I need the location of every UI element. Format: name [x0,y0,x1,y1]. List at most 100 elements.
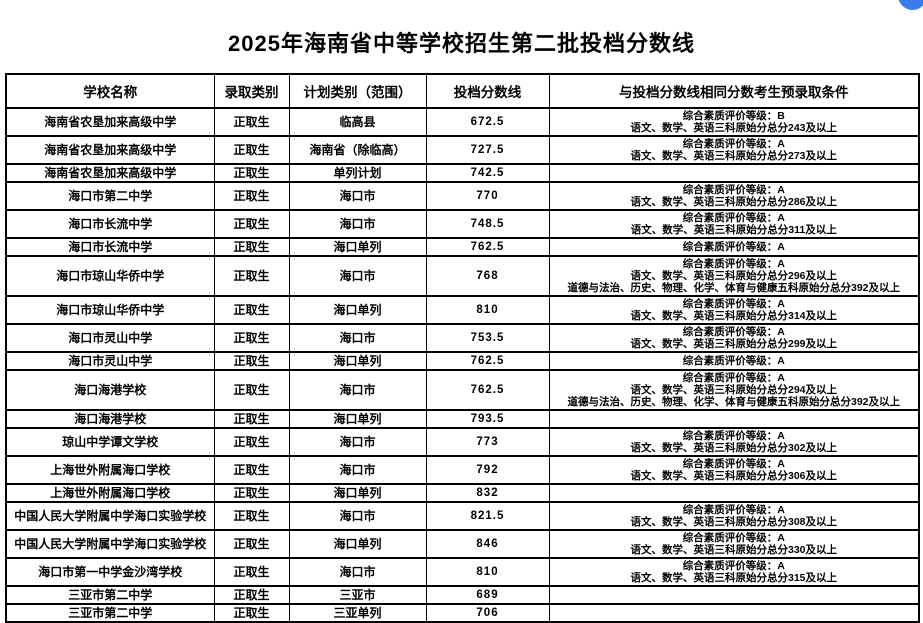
table-row: 上海世外附属海口学校 正取生 海口单列 832 [5,483,920,503]
plan-category-cell: 海口单列 [288,483,427,503]
conditions-cell: 综合素质评价等级：A 语文、数学、英语三科原始分总分315及以上 [548,557,920,587]
score-line-cell: 773 [425,427,550,457]
table-row: 上海世外附属海口学校 正取生 海口市 792 综合素质评价等级：A 语文、数学、英… [5,455,920,485]
score-line-cell: 753.5 [425,323,550,353]
conditions-cell: 综合素质评价等级：A 语文、数学、英语三科原始分总分299及以上 [548,323,920,353]
plan-category-cell: 海口单列 [288,295,427,325]
admission-category-cell: 正取生 [213,135,290,165]
condition-line: 综合素质评价等级：A [682,212,785,224]
admission-category-cell: 正取生 [213,209,290,239]
table-row: 海口市第一中学金沙湾学校 正取生 海口市 810 综合素质评价等级：A 语文、数学… [5,557,920,587]
conditions-cell [548,409,920,429]
admission-category-cell: 正取生 [213,409,290,429]
plan-category-cell: 海口单列 [288,409,427,429]
school-name-cell: 海口市长流中学 [5,209,215,239]
conditions-cell: 综合素质评价等级：A 语文、数学、英语三科原始分总分308及以上 [548,501,920,531]
score-line-cell: 706 [425,603,550,623]
admission-category-cell: 正取生 [213,181,290,211]
plan-category-cell: 海口市 [288,255,427,297]
score-line-cell: 742.5 [425,163,550,183]
table-row: 海南省农垦加来高级中学 正取生 单列计划 742.5 [5,163,920,183]
school-name-cell: 海口市琼山华侨中学 [5,255,215,297]
condition-line: 语文、数学、英语三科原始分总分243及以上 [630,122,838,134]
admission-category-cell: 正取生 [213,163,290,183]
plan-category-cell: 海口市 [288,181,427,211]
school-name-cell: 上海世外附属海口学校 [5,483,215,503]
column-header-school-name: 学校名称 [5,73,215,109]
score-line-cell: 793.5 [425,409,550,429]
plan-category-cell: 三亚单列 [288,603,427,623]
floating-widget-button[interactable] [898,0,923,10]
condition-line: 语文、数学、英语三科原始分总分330及以上 [630,544,838,556]
score-line-cell: 846 [425,529,550,559]
score-line-cell: 762.5 [425,237,550,257]
condition-line: 综合素质评价等级：A [682,560,785,572]
school-name-cell: 海南省农垦加来高级中学 [5,135,215,165]
conditions-cell: 综合素质评价等级：A 语文、数学、英语三科原始分总分296及以上 道德与法治、历史、… [548,255,920,297]
condition-line: 综合素质评价等级：A [682,458,785,470]
table-row: 海口市琼山华侨中学 正取生 海口单列 810 综合素质评价等级：A 语文、数学、英… [5,295,920,325]
condition-line: 道德与法治、历史、物理、化学、体育与健康五科原始分总分392及以上 [567,396,901,408]
plan-category-cell: 海口市 [288,209,427,239]
score-line-cell: 748.5 [425,209,550,239]
admission-category-cell: 正取生 [213,351,290,371]
conditions-cell: 综合素质评价等级：A [548,237,920,257]
table-row: 海口市灵山中学 正取生 海口单列 762.5 综合素质评价等级：A [5,351,920,371]
score-line-table: 学校名称 录取类别 计划类别（范围） 投档分数线 与投档分数线相同分数考生预录取… [5,73,920,623]
plan-category-cell: 海口市 [288,427,427,457]
condition-line: 综合素质评价等级：A [682,241,785,253]
conditions-cell: 综合素质评价等级：A 语文、数学、英语三科原始分总分306及以上 [548,455,920,485]
school-name-cell: 海口海港学校 [5,369,215,411]
admission-category-cell: 正取生 [213,557,290,587]
condition-line: 综合素质评价等级：A [682,532,785,544]
conditions-cell [548,483,920,503]
condition-line: 道德与法治、历史、物理、化学、体育与健康五科原始分总分392及以上 [567,282,901,294]
conditions-cell: 综合素质评价等级：A 语文、数学、英语三科原始分总分330及以上 [548,529,920,559]
table-row: 海口市长流中学 正取生 海口市 748.5 综合素质评价等级：A 语文、数学、英语… [5,209,920,239]
school-name-cell: 海口市琼山华侨中学 [5,295,215,325]
school-name-cell: 上海世外附属海口学校 [5,455,215,485]
admission-category-cell: 正取生 [213,603,290,623]
school-name-cell: 海口市灵山中学 [5,351,215,371]
condition-line: 综合素质评价等级：A [682,504,785,516]
plan-category-cell: 临高县 [288,107,427,137]
score-line-cell: 762.5 [425,351,550,371]
admission-category-cell: 正取生 [213,237,290,257]
conditions-cell: 综合素质评价等级：B 语文、数学、英语三科原始分总分243及以上 [548,107,920,137]
conditions-cell: 综合素质评价等级：A 语文、数学、英语三科原始分总分294及以上 道德与法治、历史、… [548,369,920,411]
conditions-cell: 综合素质评价等级：A 语文、数学、英语三科原始分总分314及以上 [548,295,920,325]
school-name-cell: 三亚市第二中学 [5,603,215,623]
school-name-cell: 琼山中学谭文学校 [5,427,215,457]
condition-line: 语文、数学、英语三科原始分总分306及以上 [630,470,838,482]
condition-line: 综合素质评价等级：A [682,258,785,270]
conditions-cell: 综合素质评价等级：A 语文、数学、英语三科原始分总分286及以上 [548,181,920,211]
score-line-cell: 810 [425,557,550,587]
score-line-cell: 768 [425,255,550,297]
column-header-admission-category: 录取类别 [213,73,290,109]
score-line-cell: 792 [425,455,550,485]
admission-category-cell: 正取生 [213,501,290,531]
plan-category-cell: 海口单列 [288,351,427,371]
table-row: 海口市琼山华侨中学 正取生 海口市 768 综合素质评价等级：A 语文、数学、英语… [5,255,920,297]
page-title: 2025年海南省中等学校招生第二批投档分数线 [228,31,695,56]
table-row: 海口市灵山中学 正取生 海口市 753.5 综合素质评价等级：A 语文、数学、英语… [5,323,920,353]
column-header-pre-admission-conditions: 与投档分数线相同分数考生预录取条件 [548,73,920,109]
admission-category-cell: 正取生 [213,427,290,457]
condition-line: 综合素质评价等级：B [682,110,785,122]
table-row: 三亚市第二中学 正取生 三亚单列 706 [5,603,920,623]
column-header-plan-category: 计划类别（范围） [288,73,427,109]
score-line-cell: 821.5 [425,501,550,531]
conditions-cell [548,603,920,623]
table-row: 中国人民大学附属中学海口实验学校 正取生 海口单列 846 综合素质评价等级：A… [5,529,920,559]
table-row: 海口海港学校 正取生 海口单列 793.5 [5,409,920,429]
score-line-cell: 810 [425,295,550,325]
score-line-cell: 762.5 [425,369,550,411]
admission-category-cell: 正取生 [213,295,290,325]
conditions-cell: 综合素质评价等级：A 语文、数学、英语三科原始分总分273及以上 [548,135,920,165]
condition-line: 综合素质评价等级：A [682,355,785,367]
condition-line: 语文、数学、英语三科原始分总分311及以上 [630,224,837,236]
conditions-cell [548,163,920,183]
plan-category-cell: 海口市 [288,501,427,531]
table-row: 海口市第二中学 正取生 海口市 770 综合素质评价等级：A 语文、数学、英语三科… [5,181,920,211]
score-line-cell: 672.5 [425,107,550,137]
